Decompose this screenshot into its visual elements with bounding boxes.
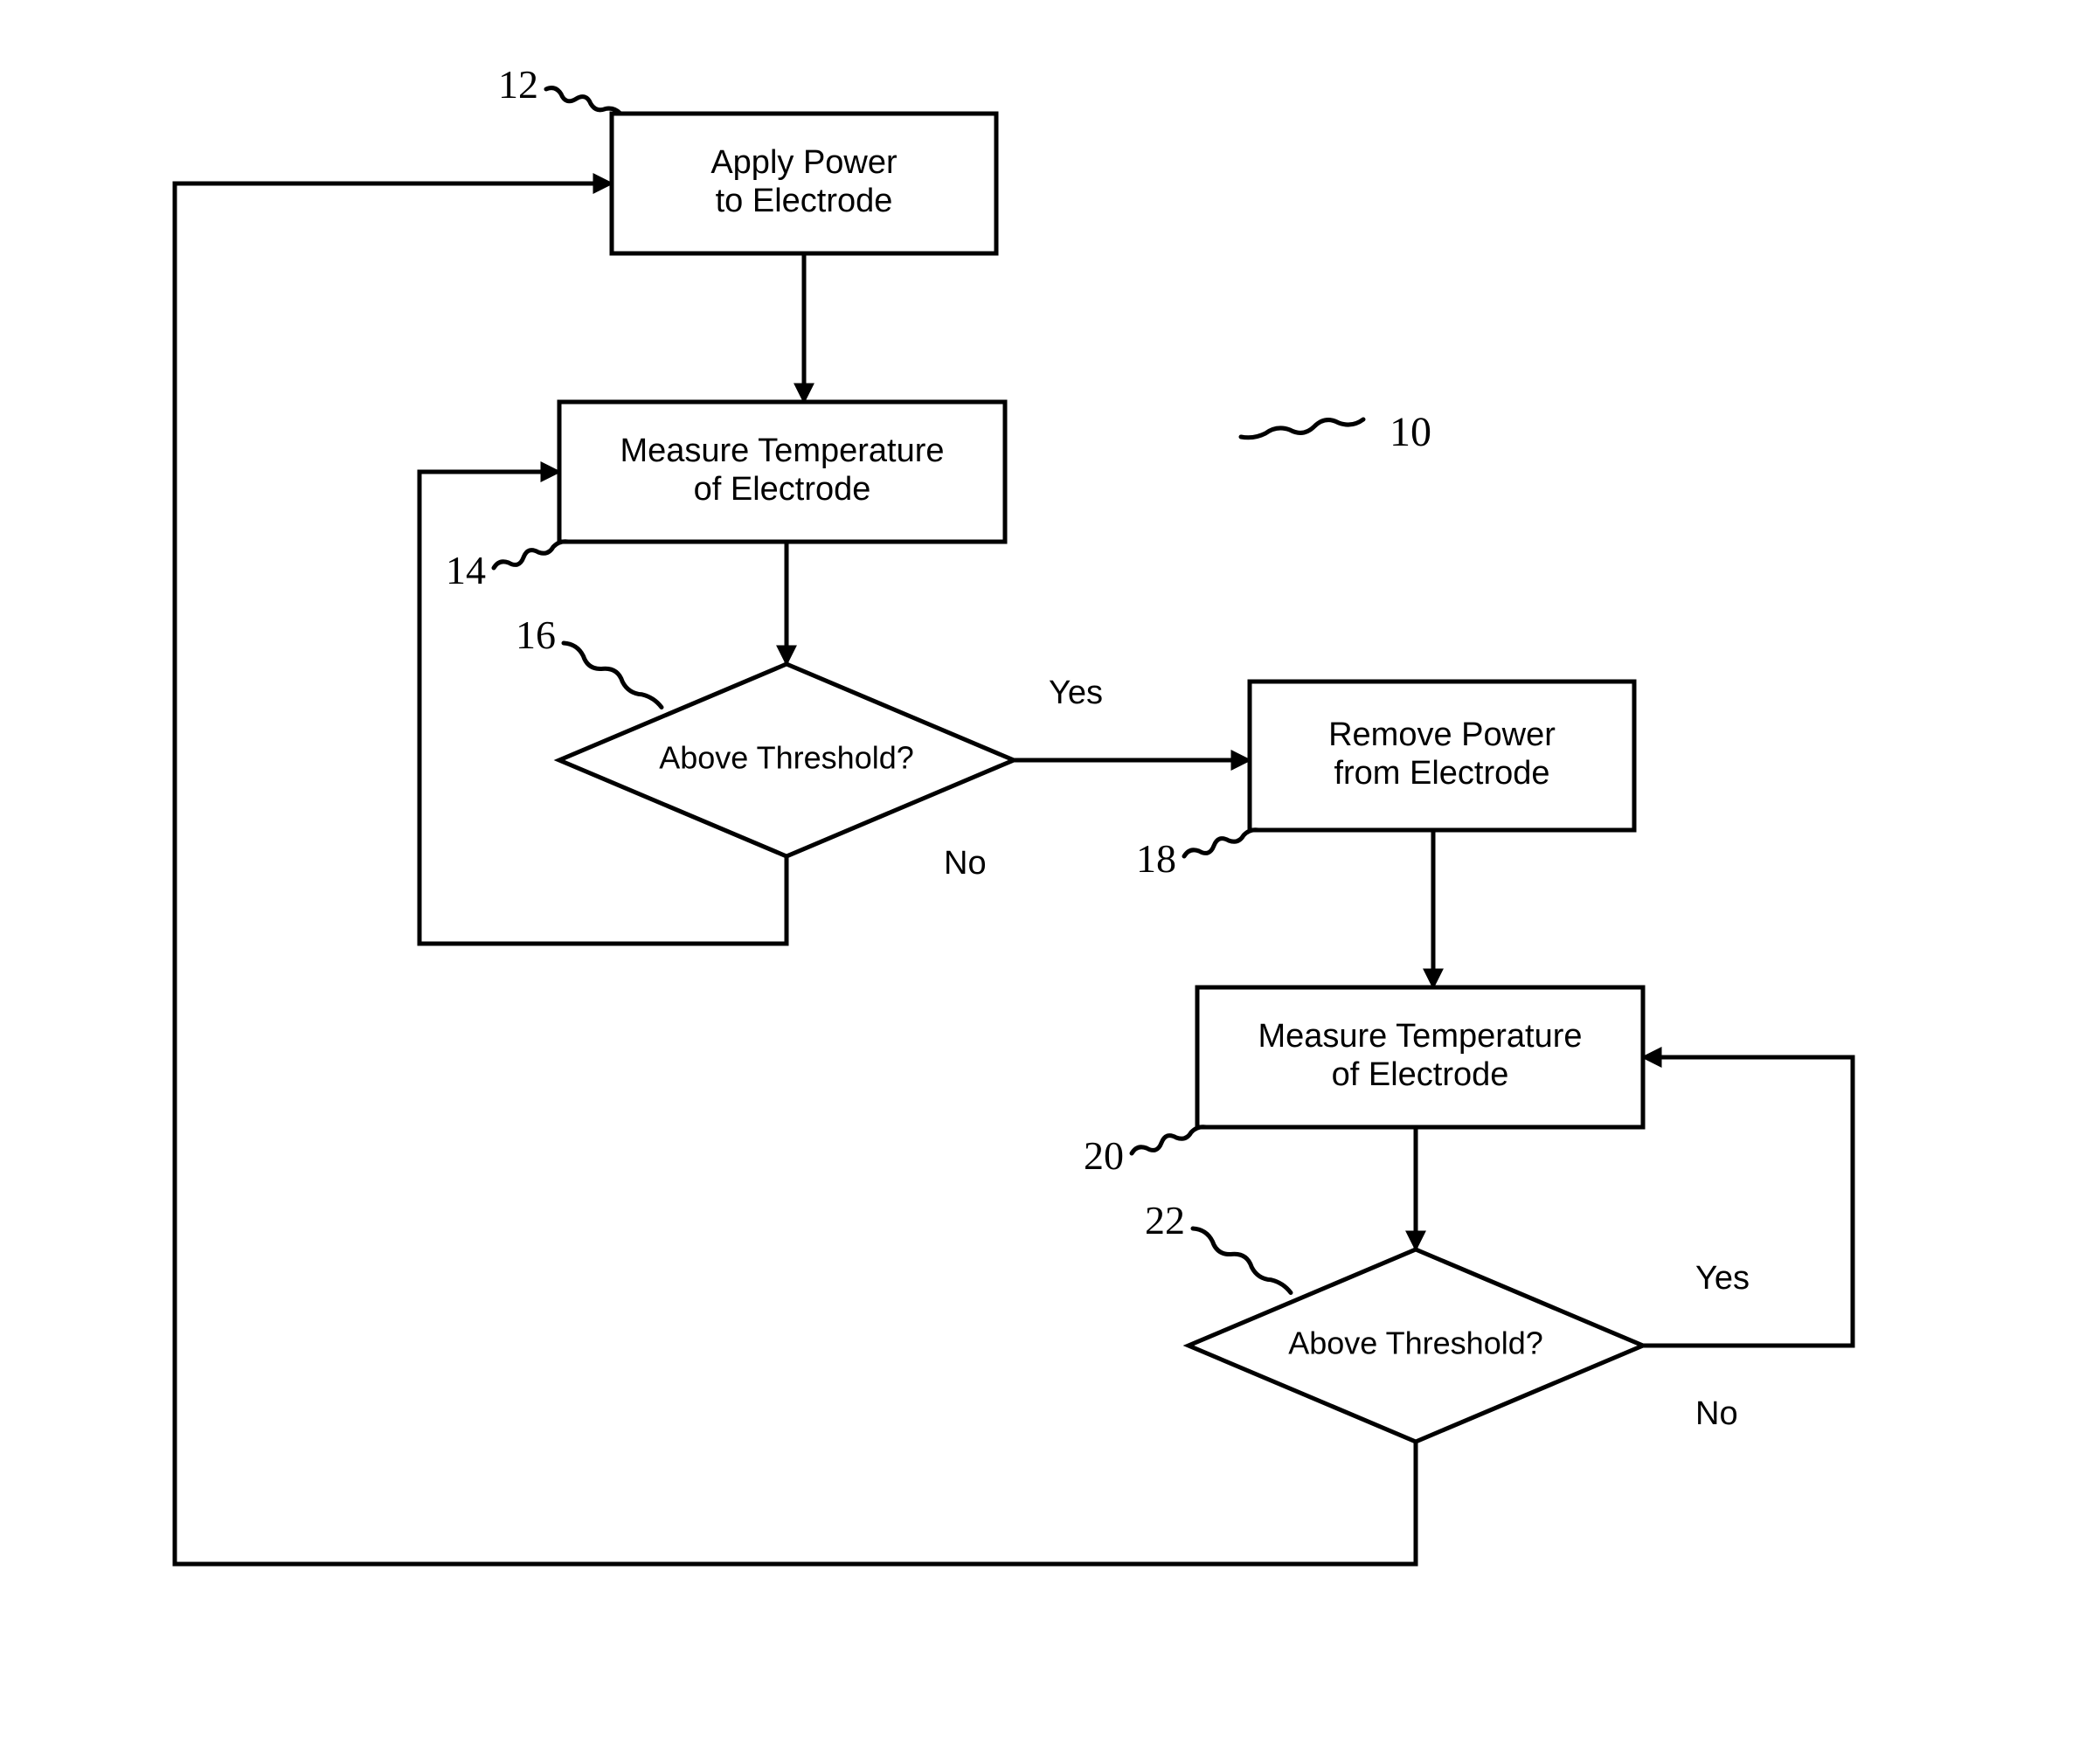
ref-10: 10 — [1390, 409, 1431, 455]
node-n20-leader — [1132, 1127, 1206, 1153]
node-n16-leader — [564, 643, 662, 708]
edge-e22_yes_20 — [1643, 1057, 1853, 1346]
node-n14-label: of Electrode — [694, 471, 871, 508]
edge-label-e22_yes_20: Yes — [1695, 1260, 1750, 1297]
node-n20-label: Measure Temperature — [1258, 1018, 1582, 1055]
node-n14-ref: 14 — [446, 548, 486, 592]
edge-label-e22_no_12: No — [1695, 1395, 1738, 1432]
node-n20-ref: 20 — [1084, 1133, 1124, 1178]
node-n22-label: Above Threshold? — [1288, 1325, 1543, 1361]
node-n12-ref: 12 — [498, 62, 538, 107]
node-n14-leader — [494, 542, 568, 568]
edge-label-e16_yes_18: Yes — [1049, 675, 1103, 711]
node-n18-label: from Electrode — [1334, 755, 1549, 792]
node-n16-ref: 16 — [516, 612, 556, 657]
node-n20-label: of Electrode — [1332, 1056, 1509, 1093]
edge-label-e16_no_14: No — [944, 845, 987, 882]
node-n12-leader — [546, 88, 620, 114]
node-n22-ref: 22 — [1145, 1198, 1185, 1242]
node-n18-ref: 18 — [1136, 836, 1176, 881]
node-n14-label: Measure Temperature — [620, 433, 944, 469]
node-n12-label: Apply Power — [710, 144, 898, 181]
node-n16-label: Above Threshold? — [659, 740, 914, 776]
node-n12-label: to Electrode — [716, 183, 893, 219]
node-n18-leader — [1184, 830, 1258, 856]
ref-10-leader — [1241, 419, 1363, 438]
node-n18-label: Remove Power — [1328, 716, 1556, 753]
node-n22-leader — [1193, 1228, 1291, 1293]
